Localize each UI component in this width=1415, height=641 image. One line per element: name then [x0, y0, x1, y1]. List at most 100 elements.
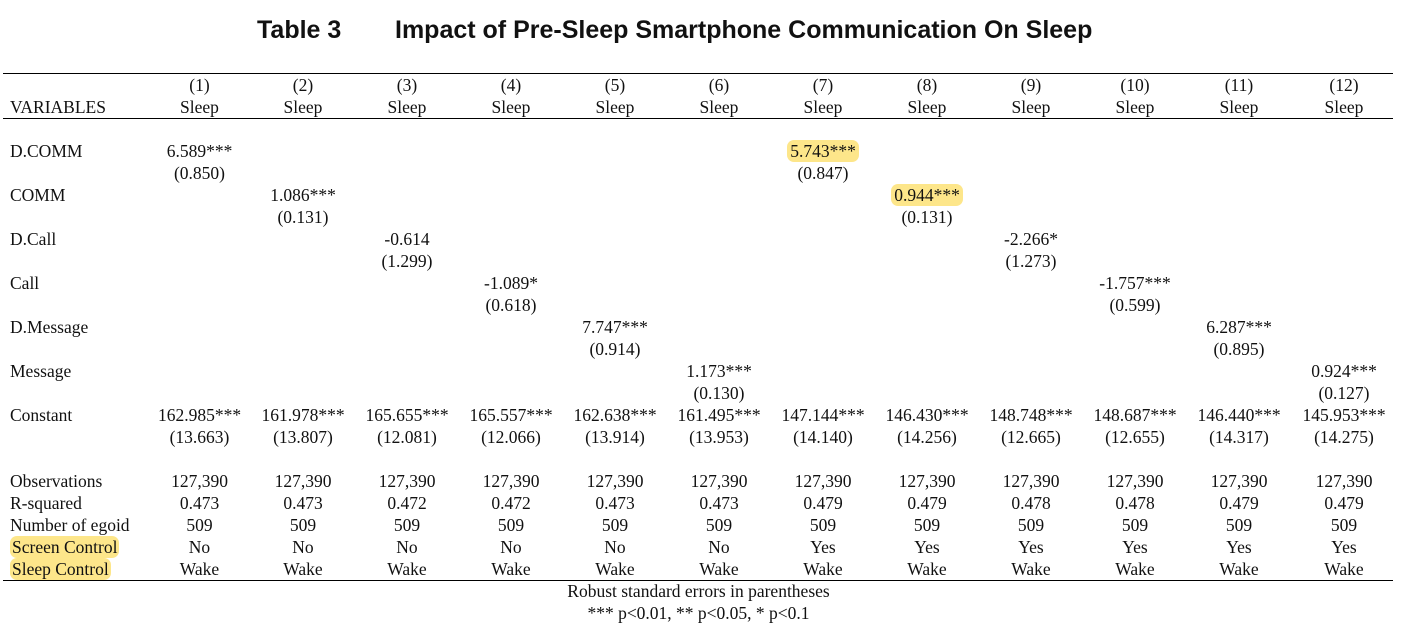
standard-error-cell — [355, 162, 459, 184]
standard-error-cell — [148, 338, 251, 360]
coefficient-row: Constant 162.985*** 161.978*** 165.655*** 16… — [3, 404, 1397, 426]
coefficient-row: D.COMM 6.589*** 5.743*** — [3, 140, 1397, 162]
coefficient-cell — [667, 228, 771, 250]
variable-label: D.Message — [10, 317, 89, 337]
standard-error-cell — [459, 338, 563, 360]
standard-error-cell — [459, 382, 563, 404]
standard-error-cell — [563, 294, 667, 316]
coefficient-cell — [251, 228, 355, 250]
statistic-label: Screen Control — [3, 536, 148, 558]
statistic-cell: 509 — [809, 515, 837, 535]
standard-error-cell: (0.618) — [485, 295, 537, 315]
standard-error-cell — [355, 294, 459, 316]
empty-label — [3, 426, 148, 448]
coefficient-cell: 148.687*** — [1093, 405, 1177, 425]
standard-error-cell — [1083, 382, 1187, 404]
standard-error-cell — [771, 206, 875, 228]
coefficient-cell — [148, 184, 251, 206]
statistic-cell: 0.472 — [491, 493, 531, 513]
standard-error-cell — [251, 382, 355, 404]
standard-error-row: (1.299) (1.273) — [3, 250, 1397, 272]
statistic-cell: No — [708, 537, 730, 557]
coefficient-cell — [251, 272, 355, 294]
standard-error-cell — [979, 294, 1083, 316]
coefficient-cell — [148, 272, 251, 294]
statistic-cell: Wake — [179, 559, 220, 579]
empty-label — [3, 206, 148, 228]
statistic-cell: 509 — [497, 515, 525, 535]
column-number: (1) — [189, 75, 210, 95]
spacer-row — [3, 448, 1397, 470]
standard-error-cell — [979, 338, 1083, 360]
coefficient-cell — [979, 184, 1083, 206]
coefficient-cell — [979, 272, 1083, 294]
empty-label — [3, 338, 148, 360]
standard-error-cell: (14.140) — [793, 427, 853, 447]
coefficient-cell — [667, 316, 771, 338]
standard-error-cell: (13.953) — [689, 427, 749, 447]
standard-error-cell — [667, 294, 771, 316]
coefficient-cell — [355, 140, 459, 162]
coefficient-cell: 161.495*** — [677, 405, 761, 425]
coefficient-cell: -0.614 — [384, 229, 430, 249]
coefficient-cell — [771, 228, 875, 250]
empty-label — [3, 294, 148, 316]
standard-error-cell — [1291, 250, 1397, 272]
statistic-row: Number of egoid 509 509 509 509 509 509 509 509 5… — [3, 514, 1397, 536]
coefficient-cell: 5.743*** — [771, 140, 875, 162]
dependent-variable: Sleep — [803, 97, 843, 117]
coefficient-cell — [875, 360, 979, 382]
stub-cell — [3, 74, 148, 96]
dependent-variable: Sleep — [1115, 97, 1155, 117]
column-number: (8) — [916, 75, 938, 95]
statistic-cell: 509 — [289, 515, 317, 535]
statistic-cell: 0.479 — [907, 493, 947, 513]
statistic-cell: 127,390 — [898, 471, 956, 491]
standard-error-cell: (1.299) — [381, 251, 433, 271]
standard-error-cell — [563, 382, 667, 404]
column-number: (7) — [812, 75, 834, 95]
statistic-cell: 509 — [1121, 515, 1149, 535]
statistic-cell: No — [500, 537, 522, 557]
table-title: Table 3 Impact of Pre-Sleep Smartphone C… — [0, 8, 1415, 48]
statistic-cell: No — [604, 537, 626, 557]
standard-error-cell: (0.914) — [589, 339, 641, 359]
spacer-row — [3, 118, 1397, 140]
standard-error-cell — [563, 206, 667, 228]
standard-error-cell — [148, 206, 251, 228]
coefficient-cell — [148, 228, 251, 250]
coefficient-cell — [771, 360, 875, 382]
standard-error-row: (0.131) (0.131) — [3, 206, 1397, 228]
footnote-robust-se: Robust standard errors in parentheses — [567, 581, 830, 601]
table-number: Table 3 — [257, 16, 342, 44]
standard-error-cell — [1083, 162, 1187, 184]
standard-error-cell: (12.655) — [1105, 427, 1165, 447]
statistic-cell: No — [292, 537, 314, 557]
standard-error-cell — [251, 162, 355, 184]
coefficient-cell — [1291, 272, 1397, 294]
standard-error-cell — [771, 294, 875, 316]
standard-error-cell — [1291, 338, 1397, 360]
statistic-cell: 0.478 — [1115, 493, 1155, 513]
standard-error-cell: (0.895) — [1213, 339, 1265, 359]
dependent-variable: Sleep — [283, 97, 323, 117]
statistic-row: Observations 127,390 127,390 127,390 127,390… — [3, 470, 1397, 492]
statistic-cell: 509 — [1330, 515, 1358, 535]
coefficient-cell: 148.748*** — [989, 405, 1073, 425]
coefficient-cell: 147.144*** — [781, 405, 865, 425]
standard-error-cell: (13.663) — [169, 427, 230, 447]
standard-error-row: (0.130) (0.127) — [3, 382, 1397, 404]
standard-error-cell — [459, 250, 563, 272]
variable-label: Call — [10, 273, 40, 293]
standard-error-cell — [148, 382, 251, 404]
coefficient-cell: 0.924*** — [1311, 361, 1377, 381]
standard-error-cell — [875, 338, 979, 360]
statistic-cell: Wake — [491, 559, 531, 579]
standard-error-cell — [459, 206, 563, 228]
coefficient-cell: 6.287*** — [1206, 317, 1272, 337]
coefficient-row: D.Call -0.614 -2.266* — [3, 228, 1397, 250]
standard-error-cell — [1291, 294, 1397, 316]
coefficient-cell — [355, 316, 459, 338]
standard-error-cell — [1187, 382, 1291, 404]
column-number: (2) — [292, 75, 314, 95]
